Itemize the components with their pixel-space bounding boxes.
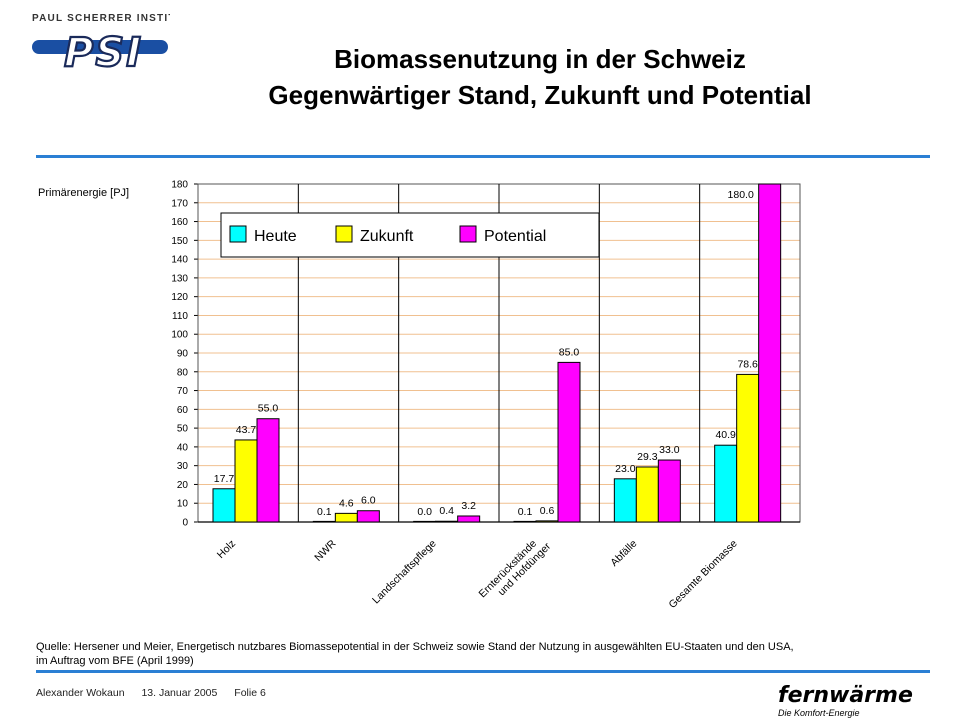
bar-heute [613, 478, 637, 523]
fernwaerme-brand: fernwärme [778, 683, 913, 708]
page-subtitle: Gegenwärtiger Stand, Zukunft und Potenti… [268, 80, 812, 110]
bar-zukunft [535, 520, 559, 523]
header-divider [36, 155, 930, 158]
data-label: 4.6 [339, 497, 354, 509]
bar-zukunft [736, 373, 760, 523]
bar-zukunft [234, 439, 258, 523]
y-tick-label: 50 [177, 424, 189, 435]
y-tick-label: 40 [177, 442, 189, 453]
y-tick-label: 0 [182, 518, 188, 529]
x-category-label: Ernterückständeund Hofdünger [477, 532, 554, 609]
x-category-label-line: Holz [215, 538, 238, 561]
data-label: 40.9 [715, 429, 736, 441]
bar-zukunft [334, 512, 358, 523]
psi-org-name: PAUL SCHERRER INSTITUT [32, 13, 170, 24]
legend-label-heute: Heute [254, 228, 297, 245]
psi-short-name: PSI [64, 30, 143, 72]
data-label: 43.7 [236, 424, 257, 436]
bar-heute [513, 520, 537, 523]
y-tick-label: 120 [171, 292, 188, 303]
y-tick-label: 130 [171, 273, 188, 284]
x-category-label: Gesamte Biomasse [667, 538, 740, 611]
bar-heute [212, 488, 236, 523]
bar-heute [714, 444, 738, 523]
x-category-label-line: Landschaftspflege [370, 538, 439, 607]
data-label: 17.7 [214, 473, 235, 485]
data-label: 85.0 [559, 346, 580, 358]
y-tick-label: 30 [177, 461, 189, 472]
y-tick-label: 100 [171, 330, 188, 341]
bar-potential [557, 361, 581, 523]
page-title: Biomassenutzung in der Schweiz [334, 44, 746, 74]
footer-date: 13. Januar 2005 [141, 687, 218, 699]
data-label: 6.0 [361, 495, 376, 507]
data-label: 33.0 [659, 444, 680, 456]
legend-swatch-heute [229, 225, 247, 243]
legend-label-zukunft: Zukunft [360, 228, 414, 245]
y-tick-label: 140 [171, 255, 188, 266]
data-label: 0.6 [540, 505, 555, 517]
y-tick-label: 170 [171, 198, 188, 209]
fernwaerme-logo: fernwärme Die Komfort-Energie [778, 683, 928, 718]
source-line-2: im Auftrag vom BFE (April 1999) [36, 655, 194, 667]
y-tick-label: 110 [172, 311, 188, 322]
legend-swatch-zukunft [335, 225, 353, 243]
y-tick-label: 80 [177, 367, 189, 378]
x-category-label-line: Gesamte Biomasse [667, 538, 740, 611]
footer-divider [36, 670, 930, 673]
y-tick-label: 150 [171, 236, 188, 247]
legend-label-potential: Potential [484, 228, 546, 245]
data-label: 0.1 [518, 506, 533, 518]
x-category-label-line: Abfälle [608, 538, 639, 569]
bar-potential [457, 515, 481, 523]
x-category-label: Holz [215, 538, 238, 561]
data-label: 3.2 [461, 500, 476, 512]
footer-author: Alexander Wokaun [36, 687, 125, 699]
y-tick-label: 60 [177, 405, 189, 416]
y-tick-label: 90 [177, 349, 189, 360]
fernwaerme-tagline: Die Komfort-Energie [778, 708, 860, 718]
bar-zukunft [435, 520, 459, 523]
y-tick-label: 160 [171, 217, 188, 228]
x-category-label-line: NWR [312, 537, 339, 564]
bar-zukunft [635, 466, 659, 523]
bar-heute [312, 520, 336, 523]
bar-heute [413, 520, 437, 523]
data-label: 55.0 [258, 403, 279, 415]
bar-potential [256, 418, 280, 523]
psi-logo: PAUL SCHERRER INSTITUT PSI [32, 13, 170, 72]
y-tick-label: 20 [177, 480, 189, 491]
data-label: 0.4 [439, 505, 454, 517]
bar-potential [758, 183, 782, 523]
legend-swatch-potential [459, 225, 477, 243]
y-tick-label: 180 [171, 180, 188, 191]
x-category-label: Abfälle [608, 538, 639, 569]
data-label: 78.6 [737, 358, 758, 370]
source-line-1: Quelle: Hersener und Meier, Energetisch … [36, 641, 794, 653]
data-label: 0.1 [317, 506, 332, 518]
data-label: 0.0 [417, 506, 432, 518]
x-category-label: Landschaftspflege [370, 538, 439, 607]
y-tick-label: 70 [177, 386, 189, 397]
data-label: 29.3 [637, 451, 658, 463]
source-note: Quelle: Hersener und Meier, Energetisch … [36, 640, 946, 668]
bar-potential [356, 510, 380, 523]
data-label: 180.0 [728, 189, 754, 201]
y-axis-label: Primärenergie [PJ] [38, 187, 130, 199]
bar-chart: 0 10 20 30 40 50 60 70 80 90 100 110 120 130 140 150 160… [171, 180, 801, 611]
y-tick-label: 10 [177, 499, 189, 510]
bar-potential [657, 459, 681, 523]
footer: Alexander Wokaun 13. Januar 2005 Folie 6 [36, 687, 280, 699]
footer-slide-number: Folie 6 [234, 687, 266, 699]
data-label: 23.0 [615, 463, 636, 475]
x-category-label: NWR [312, 537, 339, 564]
legend-box [220, 212, 600, 258]
